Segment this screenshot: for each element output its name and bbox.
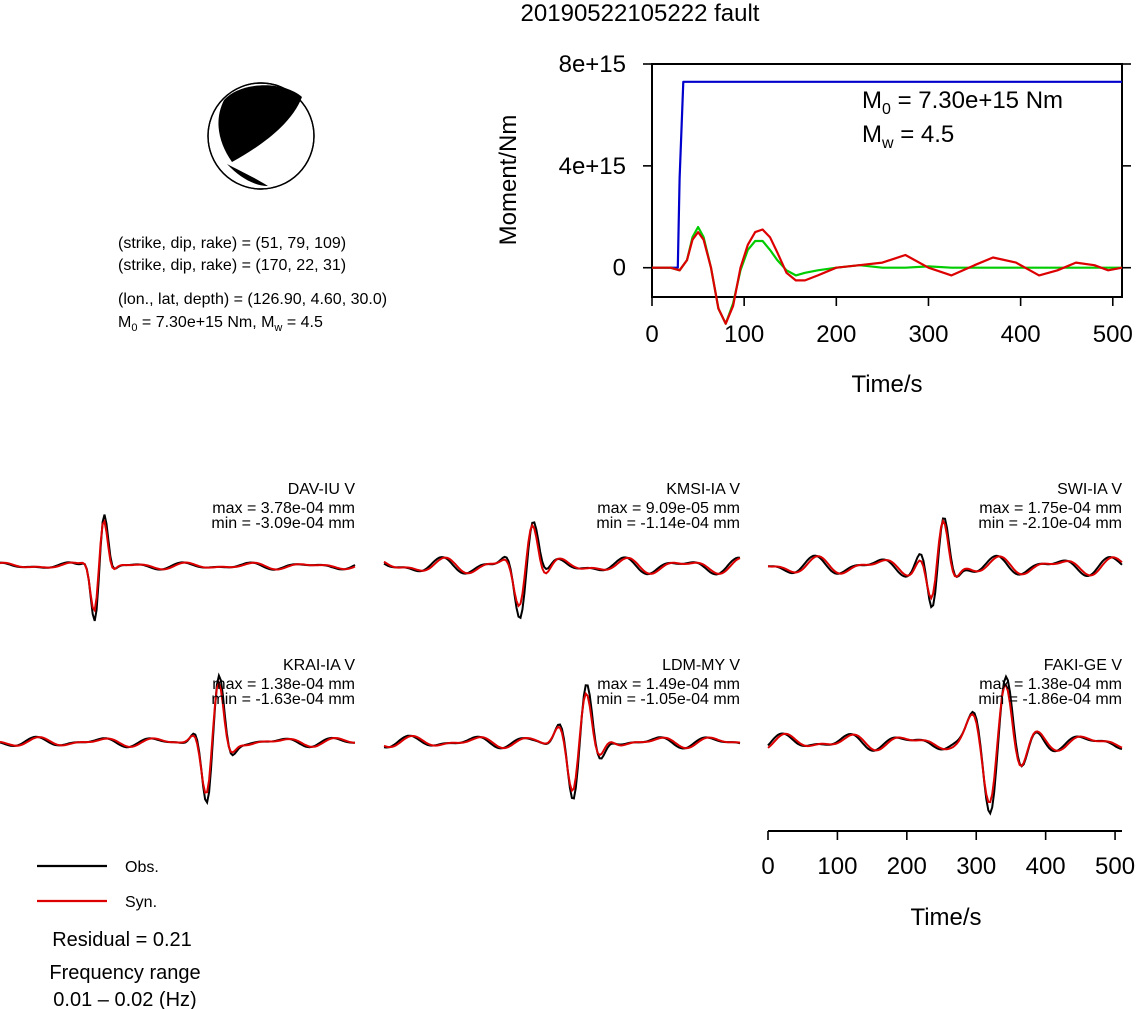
station-max-1: max = 9.09e-05 mm [597,500,740,517]
station-max-3: max = 1.38e-04 mm [212,676,355,693]
moment-series-line-2 [652,228,1123,325]
station-max-4: max = 1.49e-04 mm [597,676,740,693]
moment-xtick-label-4: 400 [1001,321,1041,348]
mechanism-location: (lon., lat, depth) = (126.90, 4.60, 30.0… [118,291,387,308]
waveform-syn-0 [0,518,356,613]
wave-xtick-label-0: 0 [761,853,774,880]
moment-series-line-1 [652,225,1122,325]
waveform-syn-4 [383,691,741,793]
figure-title: 20190522105222 fault [521,0,760,27]
waveform-x-axis-label: Time/s [910,904,981,931]
beachball-compression-quadrant [218,85,302,162]
wave-xtick-label-3: 300 [956,853,996,880]
moment-ytick-label-1: 4e+15 [559,153,626,180]
residual-text: Residual = 0.21 [52,929,192,951]
waveform-syn-1 [383,523,741,608]
waveform-syn-5 [767,683,1123,804]
wave-xtick-label-4: 400 [1026,853,1066,880]
legend-syn-label: Syn. [125,894,157,911]
station-name-1: KMSI-IA V [666,481,740,498]
station-min-4: min = -1.05e-04 mm [596,691,740,708]
mechanism-plane-1: (strike, dip, rake) = (51, 79, 109) [118,235,346,252]
mechanism-moment: M0 = 7.30e+15 Nm, Mw = 4.5 [118,314,323,334]
moment-annotation-m0: M0 = 7.30e+15 Nm [862,87,1063,118]
moment-xtick-label-0: 0 [645,321,658,348]
mechanism-info: (strike, dip, rake) = (51, 79, 109) (str… [118,235,387,334]
station-name-5: FAKI-GE V [1044,657,1123,674]
moment-xtick-label-5: 500 [1093,321,1133,348]
waveform-syn-3 [0,680,356,794]
station-min-5: min = -1.86e-04 mm [978,691,1122,708]
moment-ytick-label-0: 0 [613,255,626,282]
moment-annotation-mw: Mw = 4.5 [862,121,954,152]
frequency-range-value: 0.01 – 0.02 (Hz) [53,989,196,1009]
beachball [207,82,315,190]
wave-xtick-label-1: 100 [817,853,857,880]
moment-xtick-label-1: 100 [724,321,764,348]
beachball-compression-lower [227,164,268,186]
waveform-obs-1 [383,521,741,620]
station-name-4: LDM-MY V [662,657,740,674]
station-name-3: KRAI-IA V [283,657,355,674]
mechanism-plane-2: (strike, dip, rake) = (170, 22, 31) [118,257,346,274]
moment-ytick-label-2: 8e+15 [559,51,626,78]
legend-obs-label: Obs. [125,859,159,876]
wave-xtick-label-2: 200 [887,853,927,880]
station-min-2: min = -2.10e-04 mm [978,515,1122,532]
moment-x-axis-label: Time/s [851,371,922,398]
waveform-time-axis: 0 100 200 300 400 500 Time/s [761,830,1135,931]
station-max-0: max = 3.78e-04 mm [212,500,355,517]
wave-xtick-label-5: 500 [1095,853,1135,880]
waveform-legend: Obs. Syn. Residual = 0.21 Frequency rang… [37,859,201,1009]
station-max-2: max = 1.75e-04 mm [979,500,1122,517]
station-min-0: min = -3.09e-04 mm [211,515,355,532]
station-max-5: max = 1.38e-04 mm [979,676,1122,693]
station-name-0: DAV-IU V [288,481,356,498]
moment-xtick-label-2: 200 [816,321,856,348]
station-min-1: min = -1.14e-04 mm [596,515,740,532]
frequency-range-title: Frequency range [49,962,200,984]
moment-rate-chart: 0 100 200 300 400 500 0 4e+15 8e+15 Time/s Mome… [495,51,1133,398]
moment-y-axis-label: Moment/Nm [495,115,522,246]
station-name-2: SWI-IA V [1057,481,1122,498]
waveform-syn-2 [767,518,1123,601]
moment-plot-frame [651,63,1123,298]
waveform-obs-2 [768,517,1123,609]
moment-xtick-label-3: 300 [908,321,948,348]
station-min-3: min = -1.63e-04 mm [211,691,355,708]
